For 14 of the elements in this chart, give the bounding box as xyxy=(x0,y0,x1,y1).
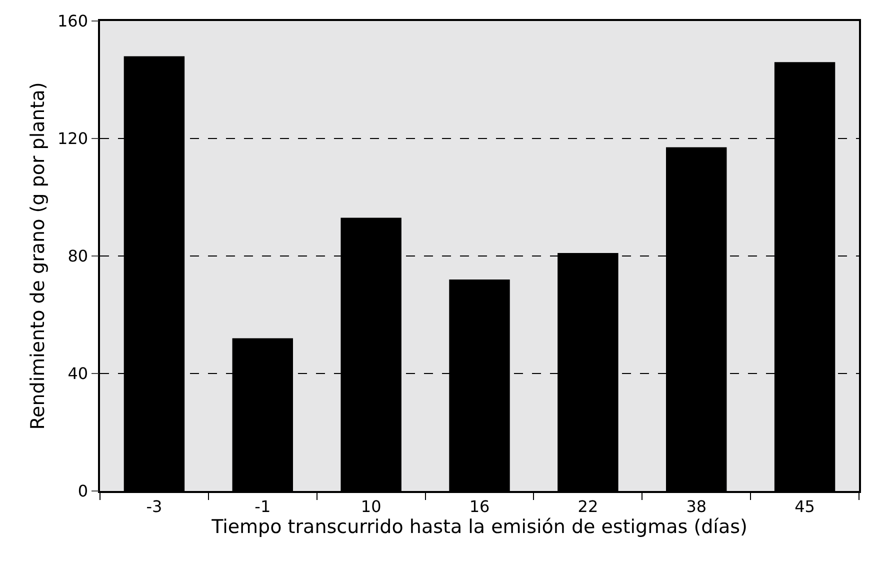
x-tick-label: 45 xyxy=(794,496,815,516)
y-tick-label: 0 xyxy=(78,482,88,501)
y-axis-title: Rendimiento de grano (g por planta) xyxy=(26,82,49,430)
x-tick-label: 16 xyxy=(469,496,490,516)
x-tick-label: 10 xyxy=(360,496,382,516)
x-tick-label: -3 xyxy=(146,496,162,516)
y-tick-label: 160 xyxy=(58,12,88,31)
y-tick-label: 40 xyxy=(68,364,88,384)
y-tick-label: 120 xyxy=(58,129,88,148)
y-tick-label: 80 xyxy=(68,246,88,266)
x-tick-label: 22 xyxy=(578,496,598,516)
x-axis-title: Tiempo transcurrido hasta la emisión de estigmas (días) xyxy=(210,516,748,538)
x-tick-label: -1 xyxy=(254,496,271,516)
x-tick-label: 38 xyxy=(686,496,707,516)
